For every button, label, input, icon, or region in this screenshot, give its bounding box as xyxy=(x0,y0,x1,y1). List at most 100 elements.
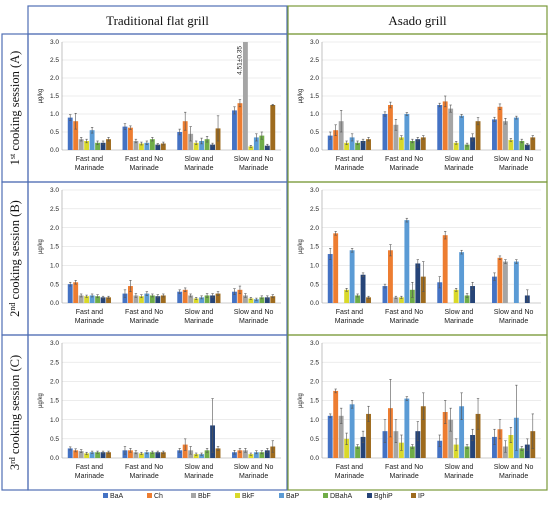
y-axis-label: µg/kg xyxy=(38,393,44,408)
bar xyxy=(420,137,426,150)
bar xyxy=(415,139,421,150)
bar xyxy=(253,452,259,458)
bar xyxy=(470,435,475,458)
bar xyxy=(242,295,248,303)
y-axis-label: µg/kg xyxy=(298,89,304,104)
bar xyxy=(89,452,95,458)
bar xyxy=(270,105,276,150)
bar xyxy=(138,453,144,458)
bar xyxy=(215,448,221,458)
bar xyxy=(349,250,355,303)
x-category-label: Fast and No xyxy=(125,156,163,163)
bar xyxy=(459,252,465,303)
legend-label: BghiP xyxy=(374,493,393,500)
bar xyxy=(89,295,95,303)
bar xyxy=(182,121,188,150)
bar xyxy=(415,263,421,303)
bar xyxy=(259,135,265,150)
bar xyxy=(355,446,361,458)
bar xyxy=(360,274,366,303)
y-tick-label: 1.5 xyxy=(310,93,319,100)
bar xyxy=(338,415,344,458)
y-axis-label: µg/kg xyxy=(298,239,304,254)
row-label: 2nd cooking session (B) xyxy=(8,200,23,317)
x-category-label: Marinade xyxy=(499,473,528,480)
bar xyxy=(210,144,215,150)
bar xyxy=(270,296,276,303)
legend-swatch xyxy=(411,493,416,498)
bar xyxy=(420,406,426,458)
x-category-label: Slow and No xyxy=(494,156,534,163)
legend-swatch xyxy=(103,493,108,498)
bar xyxy=(437,282,443,303)
y-tick-label: 2.0 xyxy=(310,225,319,232)
bar xyxy=(67,284,73,303)
bar xyxy=(497,257,503,303)
y-tick-label: 0.0 xyxy=(50,300,59,307)
bar xyxy=(393,297,399,303)
y-tick-label: 2.5 xyxy=(310,206,319,213)
bar xyxy=(188,295,194,303)
bar xyxy=(188,133,194,150)
bar xyxy=(204,295,210,303)
bar xyxy=(344,289,350,303)
bar xyxy=(360,141,366,150)
chart-panel: 0.0 0.5 1.0 1.5 2.0 2.5 3.0 µg/kg Fast and Marina… xyxy=(27,181,288,336)
bar xyxy=(95,296,101,303)
bar xyxy=(232,452,237,458)
y-tick-label: 0.0 xyxy=(310,300,319,307)
bar xyxy=(100,297,106,303)
bar xyxy=(177,450,183,458)
bar xyxy=(453,142,459,150)
bar xyxy=(149,139,155,150)
bar xyxy=(193,142,199,150)
x-category-label: Slow and xyxy=(184,156,213,163)
bar xyxy=(204,450,210,458)
bar xyxy=(464,295,470,303)
bar xyxy=(193,298,199,303)
legend-swatch xyxy=(367,493,372,498)
bar xyxy=(464,446,470,458)
y-tick-label: 0.0 xyxy=(50,455,59,462)
y-axis-label: µg/kg xyxy=(38,239,44,254)
y-tick-label: 1.5 xyxy=(50,398,59,405)
x-category-label: Marinade xyxy=(75,318,104,325)
bar xyxy=(459,406,465,458)
y-tick-label: 1.5 xyxy=(50,244,59,251)
bar xyxy=(232,110,237,150)
bar xyxy=(67,117,73,150)
column-header: Asado grill xyxy=(388,13,447,28)
x-category-label: Marinade xyxy=(239,473,268,480)
bar xyxy=(149,452,155,458)
bar xyxy=(442,412,448,458)
x-category-label: Slow and No xyxy=(494,309,534,316)
bar xyxy=(199,454,205,458)
bar xyxy=(133,452,139,458)
bar xyxy=(182,289,188,303)
y-tick-label: 1.0 xyxy=(50,417,59,424)
x-category-label: Fast and xyxy=(76,464,103,471)
bar xyxy=(210,295,215,303)
bar xyxy=(327,135,333,150)
bar xyxy=(253,137,259,150)
x-category-label: Marinade xyxy=(239,165,268,172)
x-category-label: Marinade xyxy=(335,318,364,325)
legend-label: BbF xyxy=(198,493,211,500)
bar xyxy=(349,137,355,150)
legend-label: BkF xyxy=(242,493,254,500)
bar xyxy=(404,114,410,150)
bar xyxy=(78,451,84,458)
bar xyxy=(502,121,508,150)
bar xyxy=(382,431,388,458)
column-header: Traditional flat grill xyxy=(106,13,209,28)
bar xyxy=(160,452,166,458)
y-tick-label: 3.0 xyxy=(310,340,319,347)
y-tick-label: 3.0 xyxy=(310,39,319,46)
legend-label: BaA xyxy=(110,493,124,500)
x-category-label: Fast and xyxy=(336,156,363,163)
y-tick-label: 0.0 xyxy=(310,147,319,154)
bar xyxy=(344,438,350,458)
bar xyxy=(253,299,259,303)
panel-frame xyxy=(287,334,548,491)
